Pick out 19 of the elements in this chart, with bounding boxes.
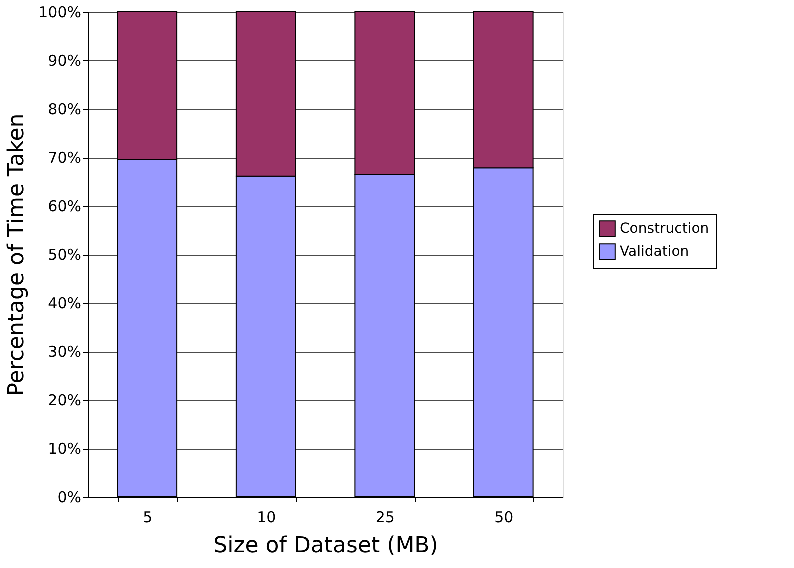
x-tick-label: 10 [257, 508, 276, 526]
y-tick-label: 20% [48, 392, 82, 410]
y-tick-label: 90% [48, 52, 82, 70]
y-tick-label: 40% [48, 294, 82, 312]
x-axis-title: Size of Dataset (MB) [214, 534, 438, 558]
y-tick-label: 10% [48, 440, 82, 458]
y-tick-label: 100% [38, 4, 82, 22]
x-tick-label: 5 [143, 508, 153, 526]
x-tick-label: 25 [376, 508, 395, 526]
x-tick-label: 50 [494, 508, 514, 526]
y-tick-label: 50% [48, 246, 82, 264]
y-tick-label: 0% [58, 488, 82, 506]
y-tick-label: 30% [48, 343, 82, 361]
y-tick-label: 80% [48, 100, 82, 118]
y-tick-label: 70% [48, 149, 82, 167]
y-axis-title: Percentage of Time Taken [4, 114, 30, 396]
legend-label: Construction [620, 221, 710, 237]
y-tick-label: 60% [48, 198, 82, 216]
legend-label: Validation [620, 244, 690, 260]
